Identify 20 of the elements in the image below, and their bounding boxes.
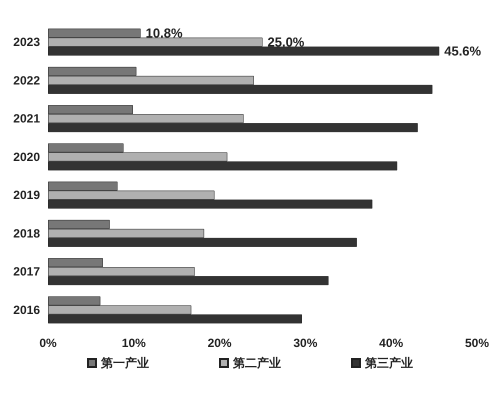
y-tick-label: 2022 [13,73,40,88]
y-tick-label: 2017 [13,264,40,279]
x-tick-label: 20% [208,336,232,350]
x-tick-label: 40% [379,336,404,350]
x-tick-label: 0% [39,336,57,350]
y-tick-label: 2021 [13,112,40,126]
x-tick-label: 10% [122,336,146,350]
legend-label: 第三产业 [364,356,413,370]
data-label: 25.0% [267,34,305,50]
legend-label: 第一产业 [100,356,149,370]
x-tick-label: 30% [293,336,318,350]
y-tick-label: 2016 [13,302,40,317]
data-label: 10.8% [146,26,183,41]
data-label: 45.6% [444,44,482,59]
y-tick-label: 2023 [13,35,40,50]
y-tick-label: 2018 [13,226,40,240]
y-tick-label: 2020 [13,150,40,164]
legend-label: 第二产业 [232,356,281,370]
x-tick-label: 50% [464,336,490,350]
y-tick-label: 2019 [13,188,40,202]
